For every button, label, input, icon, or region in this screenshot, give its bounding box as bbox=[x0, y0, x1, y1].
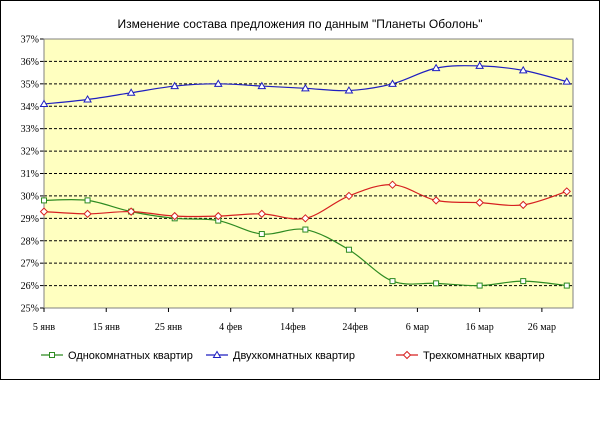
data-point-two-room bbox=[344, 86, 354, 94]
y-tick-label: 30% bbox=[21, 191, 39, 202]
data-point-one-room bbox=[302, 226, 309, 233]
data-point-two-room bbox=[213, 79, 223, 87]
x-tick-label: 24фев bbox=[342, 322, 368, 333]
legend-label: Однокомнатных квартир bbox=[68, 350, 193, 362]
data-point-two-room bbox=[170, 81, 180, 90]
y-tick-label: 29% bbox=[21, 214, 39, 225]
data-point-one-room bbox=[563, 282, 570, 289]
data-point-two-room bbox=[126, 88, 136, 96]
data-point-three-room bbox=[126, 207, 136, 216]
legend-item-one-room: Однокомнатных квартир bbox=[41, 350, 193, 362]
data-point-one-room bbox=[84, 197, 91, 204]
data-point-two-room bbox=[39, 99, 49, 108]
legend-item-two-room: Двухкомнатных квартир bbox=[206, 350, 355, 362]
chart-title: Изменение состава предложения по данным … bbox=[117, 17, 482, 31]
legend-marker bbox=[212, 350, 222, 358]
chart-area: Изменение состава предложения по данным … bbox=[0, 0, 600, 380]
line-chart: Изменение состава предложения по данным … bbox=[21, 17, 574, 362]
y-tick-label: 36% bbox=[21, 57, 39, 68]
data-point-three-room bbox=[301, 214, 310, 223]
data-point-three-room bbox=[475, 198, 484, 207]
x-tick-label: 25 янв bbox=[155, 322, 182, 333]
plot-area: 25% 26% 27% 28% 29% 30% 31% 32% 33% 34% 35% 36% 37% 5… bbox=[21, 35, 574, 333]
data-point-three-room bbox=[431, 196, 441, 205]
data-point-one-room bbox=[258, 231, 265, 238]
data-point-three-room bbox=[519, 200, 528, 210]
y-tick-label: 31% bbox=[21, 169, 39, 180]
x-tick-label: 14фев bbox=[280, 322, 306, 333]
data-point-three-room bbox=[562, 187, 571, 196]
x-tick-label: 6 мар bbox=[406, 322, 429, 333]
data-point-one-room bbox=[389, 278, 396, 285]
y-tick-label: 28% bbox=[21, 236, 39, 247]
data-point-two-room bbox=[257, 81, 267, 90]
plot-background bbox=[44, 39, 573, 308]
data-point-two-room bbox=[518, 65, 528, 74]
data-point-two-room bbox=[388, 79, 397, 87]
data-point-three-room bbox=[83, 209, 92, 219]
data-point-one-room bbox=[41, 197, 47, 204]
data-point-two-room bbox=[475, 61, 485, 69]
x-tick-label: 16 мар bbox=[466, 322, 494, 333]
data-point-one-room bbox=[520, 278, 527, 285]
data-point-two-room bbox=[562, 77, 572, 85]
data-point-one-room bbox=[345, 246, 352, 253]
data-point-three-room bbox=[39, 207, 49, 216]
y-tick-label: 33% bbox=[21, 124, 39, 135]
data-point-two-room bbox=[301, 83, 310, 92]
legend-marker bbox=[402, 350, 412, 360]
x-tick-label: 26 мар bbox=[528, 322, 556, 333]
x-tick-label: 5 янв bbox=[33, 322, 55, 333]
data-point-three-room bbox=[170, 211, 179, 221]
x-tick-label: 15 янв bbox=[93, 322, 120, 333]
data-point-three-room bbox=[388, 180, 397, 189]
data-point-three-room bbox=[344, 191, 354, 201]
y-tick-label: 34% bbox=[21, 102, 39, 113]
data-point-one-room bbox=[433, 280, 440, 287]
y-tick-label: 25% bbox=[21, 304, 39, 315]
y-tick-label: 37% bbox=[21, 35, 39, 46]
y-tick-label: 35% bbox=[21, 79, 39, 90]
y-tick-label: 27% bbox=[21, 259, 39, 270]
data-point-three-room bbox=[257, 209, 267, 219]
x-tick-label: 4 фев bbox=[219, 322, 242, 333]
legend-marker bbox=[49, 352, 55, 358]
y-tick-label: 26% bbox=[21, 281, 39, 292]
data-point-one-room bbox=[476, 282, 483, 289]
legend-item-three-room: Трехкомнатных квартир bbox=[396, 350, 545, 362]
data-point-two-room bbox=[431, 63, 441, 72]
legend: Однокомнатных квартир Двухкомнатных кварт… bbox=[41, 350, 545, 362]
y-tick-label: 32% bbox=[21, 147, 39, 158]
legend-label: Двухкомнатных квартир bbox=[233, 350, 355, 362]
legend-label: Трехкомнатных квартир bbox=[423, 350, 545, 362]
plot-border bbox=[43, 38, 574, 309]
data-point-three-room bbox=[214, 211, 223, 221]
data-point-two-room bbox=[83, 95, 92, 103]
